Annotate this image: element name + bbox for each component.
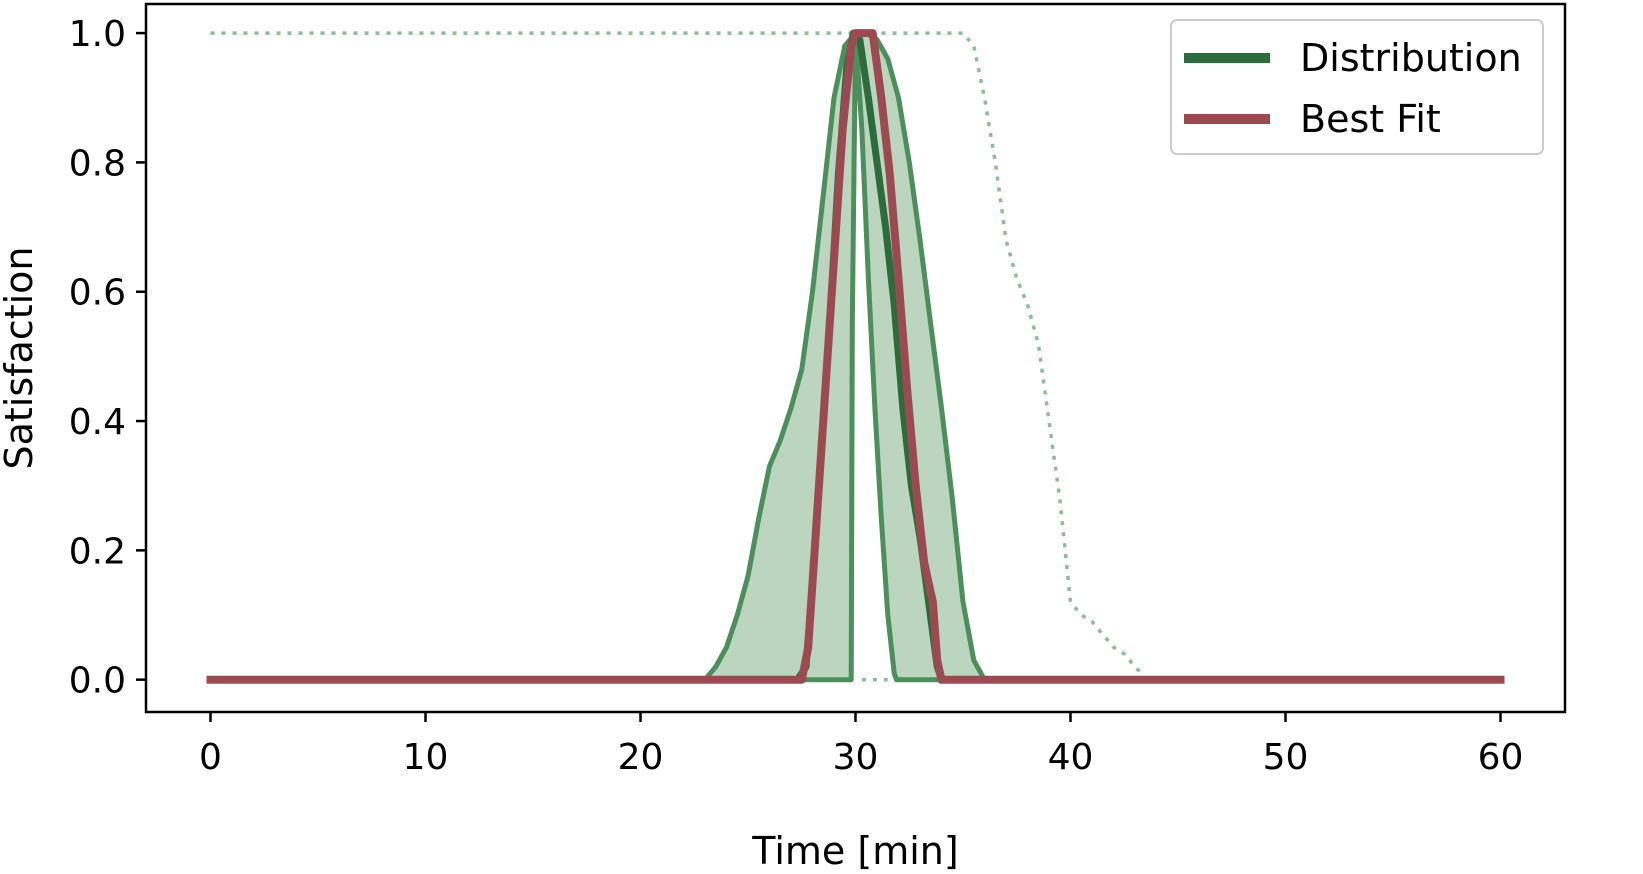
- x-axis-ticks: 0 10 20 30 40 50 60: [199, 712, 1523, 778]
- x-tick-label: 0: [199, 737, 222, 778]
- x-tick-label: 40: [1048, 737, 1094, 778]
- y-tick-label: 0.8: [69, 143, 126, 184]
- legend-label-best-fit: Best Fit: [1300, 97, 1441, 141]
- y-axis-label: Satisfaction: [0, 246, 41, 469]
- x-tick-label: 30: [833, 737, 879, 778]
- series-line-best-fit: [206, 29, 1505, 684]
- envelope-segment: [210, 31, 1143, 675]
- y-tick-label: 1.0: [69, 14, 126, 55]
- legend-label-distribution: Distribution: [1300, 36, 1522, 80]
- y-tick-label: 0.4: [69, 402, 126, 443]
- envelope-line: [210, 31, 1143, 682]
- x-tick-label: 60: [1478, 737, 1524, 778]
- x-tick-label: 50: [1263, 737, 1309, 778]
- distribution-band: [210, 30, 1501, 683]
- y-tick-label: 0.2: [69, 531, 126, 572]
- series-lines: [206, 29, 1505, 684]
- y-tick-label: 0.6: [69, 273, 126, 314]
- legend: Distribution Best Fit: [1170, 19, 1544, 155]
- band-upper-edge: [210, 30, 1501, 683]
- x-tick-label: 20: [618, 737, 664, 778]
- y-axis-ticks: 0.0 0.2 0.4 0.6 0.8 1.0: [69, 14, 146, 702]
- y-tick-label: 0.0: [69, 661, 126, 702]
- x-tick-label: 10: [403, 737, 449, 778]
- band-lower-edge: [210, 30, 1501, 683]
- x-axis-label: Time [min]: [751, 829, 958, 873]
